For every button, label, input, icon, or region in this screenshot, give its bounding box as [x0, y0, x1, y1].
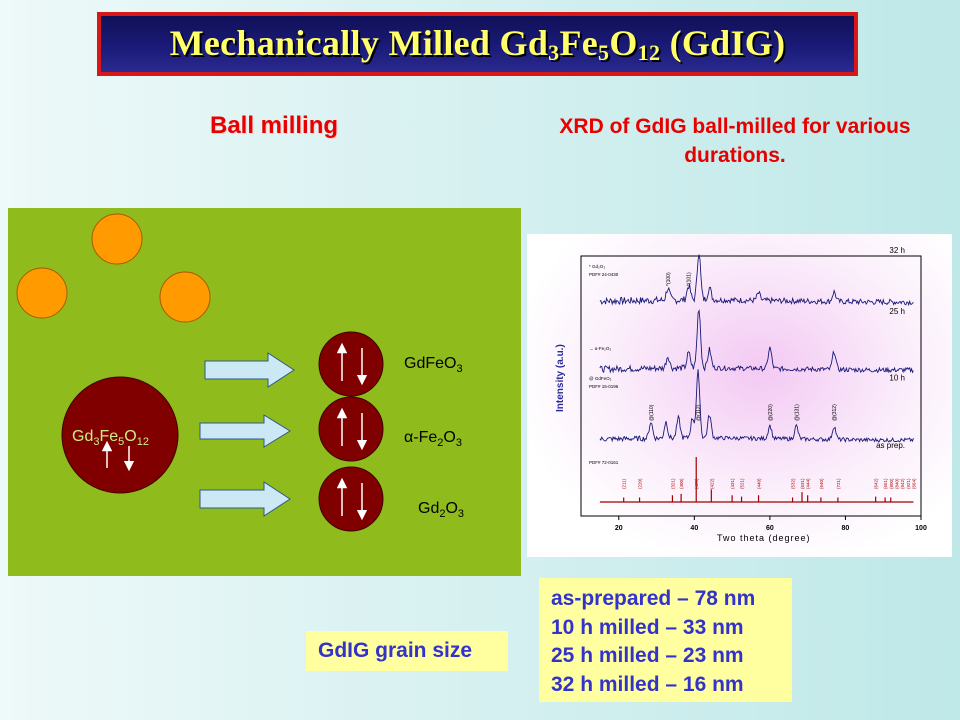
peak-label: (651)	[883, 478, 888, 489]
xrd-series-line	[599, 254, 914, 307]
legend-note: PDF# 15-0196	[589, 384, 619, 389]
product-label-gd2o3: Gd2O3	[418, 500, 464, 520]
peak-label: @(220)	[768, 404, 774, 421]
peak-label: (444)	[806, 478, 811, 489]
series-label: as prep.	[876, 441, 905, 450]
peak-label: (431)	[730, 478, 735, 489]
gdig-particle: Gd3Fe5O12	[61, 376, 179, 494]
milling-ball	[16, 267, 68, 319]
peak-label: (521)	[740, 478, 745, 489]
x-tick-label: 60	[766, 525, 774, 532]
xrd-chart-svg: Intensity (a.u.) Two theta (degree) 20 40…	[555, 246, 927, 543]
milling-ball	[159, 271, 211, 323]
peak-label: (640)	[819, 478, 824, 489]
peak-label: (440)	[757, 478, 762, 489]
grain-size-item: 10 h milled – 33 nm	[551, 615, 744, 639]
peak-label: (642)	[874, 478, 879, 489]
peak-label: @(131)	[794, 404, 800, 421]
milling-ball	[91, 213, 143, 265]
ball-milling-diagram: Gd3Fe5O12 GdFeO3 α-Fe2O3 Gd2O3	[8, 208, 521, 576]
x-tick-label: 40	[690, 525, 698, 532]
peak-label: (420)	[694, 478, 699, 489]
legend-note: PDF# 24-0430	[589, 272, 619, 277]
reaction-arrow	[204, 352, 295, 388]
peak-label: (400)	[679, 478, 684, 489]
peak-label: @(312)	[832, 404, 838, 421]
product-label-gdfeo3: GdFeO3	[404, 355, 463, 375]
legend-note: @ GdFeO₃	[589, 376, 612, 381]
ball-milling-heading: Ball milling	[210, 112, 339, 139]
series-label: 25 h	[889, 307, 905, 316]
peak-label: (921)	[906, 478, 911, 489]
x-tick-label: 80	[842, 525, 850, 532]
reaction-arrow	[199, 481, 291, 517]
legend-note: PDF# 72-0161	[589, 460, 619, 465]
peak-label: (220)	[638, 478, 643, 489]
legend-note: → α-Fe₂O₃	[589, 346, 611, 351]
peak-label: @(110)	[649, 404, 655, 421]
grain-size-item: 32 h milled – 16 nm	[551, 672, 744, 696]
peak-label: (422)	[709, 478, 714, 489]
product-particle-gdfeo3	[318, 331, 384, 397]
peak-label: (800)	[889, 478, 894, 489]
peak-label: (721)	[836, 478, 841, 489]
series-label: 10 h	[889, 373, 905, 382]
page-title: Mechanically Milled Gd3Fe5O12 (GdIG)	[169, 23, 786, 65]
grain-size-item: as-prepared – 78 nm	[551, 587, 756, 610]
legend-note: * Gd₂O₃	[589, 264, 605, 269]
y-axis-label: Intensity (a.u.)	[555, 344, 566, 412]
peak-label: (211)	[622, 478, 627, 489]
x-tick-label: 100	[915, 525, 927, 532]
title-banner: Mechanically Milled Gd3Fe5O12 (GdIG)	[97, 12, 858, 76]
xrd-series-line	[599, 309, 914, 374]
product-particle-gd2o3	[318, 466, 384, 532]
peak-label: *(101)	[687, 272, 693, 286]
gdig-particle-label: Gd3Fe5O12	[72, 428, 149, 448]
peak-label: (842)	[900, 478, 905, 489]
peak-label: (664)	[911, 478, 916, 489]
product-particle-fe2o3	[318, 396, 384, 462]
peak-label: @(112)	[696, 404, 702, 421]
grain-size-item: 25 h milled – 23 nm	[551, 644, 744, 667]
peak-label: (840)	[894, 478, 899, 489]
xrd-series-line	[599, 369, 914, 443]
xrd-caption: XRD of GdIG ball-milled for various dura…	[559, 115, 911, 167]
peak-label: (321)	[670, 478, 675, 489]
x-axis-label: Two theta (degree)	[717, 533, 811, 543]
product-label-fe2o3: α-Fe2O3	[404, 429, 462, 449]
reaction-arrow	[199, 414, 291, 448]
series-label: 32 h	[889, 246, 905, 255]
peak-label: (532)	[791, 478, 796, 489]
grain-size-list: as-prepared – 78 nm 10 h milled – 33 nm …	[539, 578, 792, 702]
peak-label: (631)	[800, 478, 805, 489]
xrd-chart: Intensity (a.u.) Two theta (degree) 20 40…	[527, 234, 952, 557]
peak-label: *(100)	[666, 272, 672, 286]
plot-frame	[580, 255, 922, 517]
x-tick-label: 20	[615, 525, 623, 532]
grain-size-label: GdIG grain size	[306, 631, 508, 671]
